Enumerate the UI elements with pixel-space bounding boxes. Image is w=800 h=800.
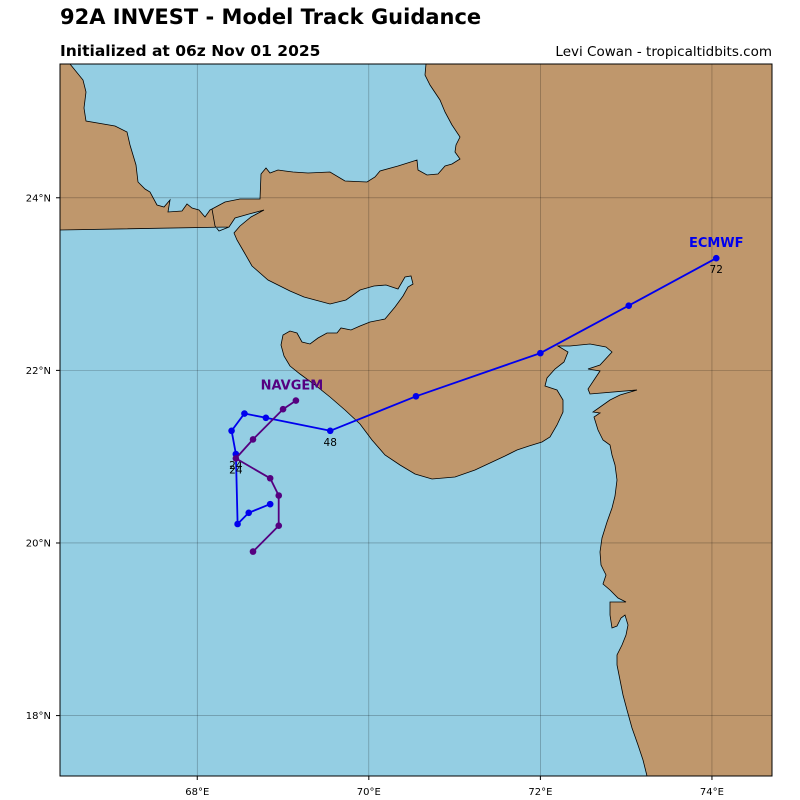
x-tick-label: 72°E (528, 787, 552, 798)
navgem-model-label: NAVGEM (261, 379, 324, 394)
navgem-track-point (292, 397, 300, 404)
ecmwf-track-point (326, 427, 334, 435)
ecmwf-track-point (234, 520, 241, 528)
ecmwf-track-point (412, 392, 420, 400)
ecmwf-track-point (266, 500, 274, 508)
navgem-track-point (275, 522, 283, 530)
ecmwf-track: 24 48 72 ECMWF (228, 236, 744, 528)
axis-ticks: 68°E 70°E 72°E 74°E 18°N 20°N 22°N 24°N (26, 193, 724, 798)
ecmwf-track-point (712, 254, 720, 262)
navgem-hour-label: 24 (229, 464, 243, 476)
y-tick-label: 20°N (26, 538, 51, 549)
navgem-track-point (249, 548, 257, 555)
ecmwf-track-point (241, 410, 248, 417)
ecmwf-track-point (228, 427, 235, 435)
navgem-track-point (249, 436, 257, 443)
x-tick-label: 70°E (357, 787, 381, 798)
land-layer (60, 64, 772, 776)
ecmwf-model-label: ECMWF (689, 236, 744, 251)
land-mass (60, 64, 772, 776)
ecmwf-track-point (625, 302, 633, 309)
navgem-track: 24 NAVGEM (229, 379, 323, 555)
navgem-track-line (234, 399, 297, 553)
tracks-layer: 24 48 72 ECMWF 24 NAVGEM (228, 236, 744, 555)
chart-title: 92A INVEST - Model Track Guidance (60, 5, 482, 29)
credit-text: Levi Cowan - tropicaltidbits.com (555, 44, 772, 60)
ecmwf-track-point (537, 349, 544, 357)
map-frame (59, 63, 773, 777)
ecmwf-hour-label: 24 (229, 460, 243, 472)
ecmwf-track-point (262, 414, 270, 422)
x-tick-label: 68°E (185, 787, 209, 798)
x-tick-label: 74°E (700, 787, 724, 798)
ecmwf-hour-label: 72 (710, 264, 723, 276)
init-time-subtitle: Initialized at 06z Nov 01 2025 (60, 42, 321, 60)
y-tick-label: 24°N (26, 193, 51, 204)
gridlines (60, 64, 772, 776)
y-tick-label: 22°N (26, 366, 51, 377)
navgem-track-point (232, 455, 240, 462)
y-tick-label: 18°N (26, 711, 51, 722)
navgem-track-point (275, 492, 283, 499)
navgem-track-point (266, 474, 274, 482)
navgem-track-point (279, 405, 287, 413)
ecmwf-hour-label: 48 (324, 437, 337, 449)
ecmwf-track-point (245, 509, 253, 517)
